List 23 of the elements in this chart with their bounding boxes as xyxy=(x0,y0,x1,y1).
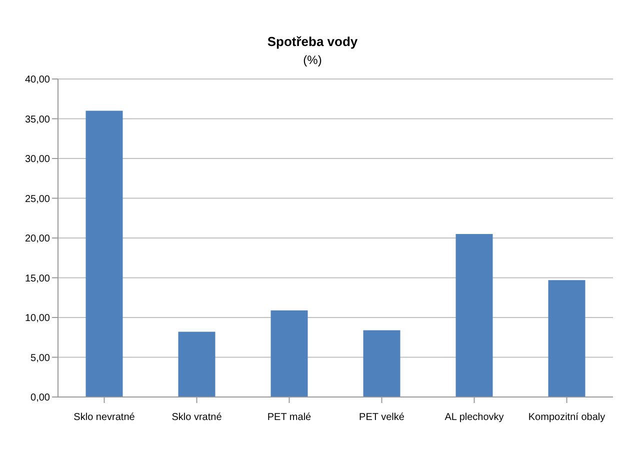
x-tick-label: PET velké xyxy=(359,412,405,424)
bar xyxy=(178,332,216,397)
x-tick-label: Sklo vratné xyxy=(172,412,222,424)
x-tick-label: PET malé xyxy=(267,412,312,424)
y-tick-label: 15,00 xyxy=(24,273,50,284)
bar xyxy=(86,110,123,397)
chart-subtitle: (%) xyxy=(302,53,323,67)
y-tick-label: 40,00 xyxy=(24,74,50,86)
bar xyxy=(456,234,493,397)
y-tick-label: 10,00 xyxy=(24,313,50,324)
bar xyxy=(270,310,308,397)
x-tick-label: Kompozitní obaly xyxy=(528,412,606,424)
x-tick-label: AL plechovky xyxy=(444,412,504,424)
bar xyxy=(548,280,586,397)
y-tick-label: 0,00 xyxy=(30,392,50,404)
chart-title: Spotřeba vody xyxy=(266,33,359,49)
y-tick-label: 20,00 xyxy=(24,234,50,245)
x-tick-label: Sklo nevratné xyxy=(74,412,136,424)
bar xyxy=(363,330,400,397)
y-tick-label: 35,00 xyxy=(24,114,50,126)
y-tick-label: 25,00 xyxy=(24,194,50,205)
y-tick-label: 30,00 xyxy=(24,154,50,166)
y-tick-label: 5,00 xyxy=(30,352,50,364)
